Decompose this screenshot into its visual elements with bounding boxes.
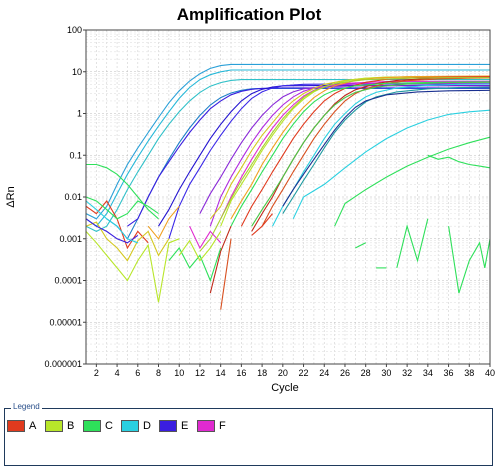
x-tick-label: 36 bbox=[444, 368, 454, 378]
y-tick-label: 10 bbox=[72, 67, 82, 77]
y-tick-label: 0.1 bbox=[69, 150, 82, 160]
x-axis-ticks: 2 4 6 8 10 12 14 16 18 20 22 24 26 28 30 32 34 36 38 40 bbox=[94, 364, 495, 378]
amplification-chart: Amplification Plot 100 10 1 0.1 0.01 0.001 0.0… bbox=[5, 5, 495, 394]
x-tick-label: 12 bbox=[195, 368, 205, 378]
series-line bbox=[199, 77, 490, 252]
series-line bbox=[85, 196, 159, 220]
series-line bbox=[355, 242, 366, 249]
y-tick-label: 0.0001 bbox=[54, 276, 82, 286]
legend-item-d[interactable]: D bbox=[121, 420, 159, 432]
series-line bbox=[147, 205, 180, 240]
x-tick-label: 2 bbox=[94, 368, 99, 378]
series-line bbox=[396, 218, 429, 269]
legend-item-e[interactable]: E bbox=[159, 420, 197, 432]
x-tick-label: 24 bbox=[319, 368, 329, 378]
series-line bbox=[85, 218, 139, 244]
x-tick-label: 22 bbox=[299, 368, 309, 378]
x-tick-label: 40 bbox=[485, 368, 495, 378]
series-line bbox=[251, 213, 273, 236]
x-tick-label: 32 bbox=[402, 368, 412, 378]
legend-swatch bbox=[7, 420, 25, 432]
series-line bbox=[168, 247, 222, 283]
series-line bbox=[251, 81, 491, 227]
y-axis-ticks: 100 10 1 0.1 0.01 0.001 0.0001 0.00001 0.000001 bbox=[44, 25, 86, 369]
series-line bbox=[292, 109, 491, 220]
series-line bbox=[209, 82, 490, 227]
legend-label: A bbox=[29, 420, 37, 432]
legend-label: F bbox=[219, 420, 226, 432]
x-tick-label: 16 bbox=[236, 368, 246, 378]
series-line bbox=[220, 238, 232, 310]
y-tick-label: 0.000001 bbox=[44, 359, 82, 369]
grid bbox=[85, 30, 491, 365]
legend-item-b[interactable]: B bbox=[45, 420, 83, 432]
legend-swatch bbox=[159, 420, 177, 432]
series-line bbox=[86, 163, 159, 220]
x-tick-label: 10 bbox=[174, 368, 184, 378]
x-tick-label: 30 bbox=[381, 368, 391, 378]
legend-items: A B C D E F bbox=[7, 420, 235, 432]
series-line bbox=[334, 136, 491, 227]
legend-item-a[interactable]: A bbox=[7, 420, 45, 432]
series-line bbox=[230, 75, 491, 220]
x-tick-label: 20 bbox=[278, 368, 288, 378]
legend-label: C bbox=[105, 420, 113, 432]
x-tick-label: 8 bbox=[156, 368, 161, 378]
y-tick-label: 0.001 bbox=[59, 234, 82, 244]
legend-title: Legend bbox=[11, 402, 42, 411]
series-line bbox=[85, 231, 180, 303]
y-tick-label: 0.01 bbox=[64, 192, 82, 202]
series-line bbox=[282, 86, 491, 214]
series-line bbox=[85, 79, 490, 233]
series-layer bbox=[85, 63, 491, 310]
x-tick-label: 38 bbox=[464, 368, 474, 378]
x-tick-label: 4 bbox=[115, 368, 120, 378]
series-line bbox=[85, 63, 490, 220]
series-line bbox=[261, 77, 491, 227]
x-tick-label: 6 bbox=[135, 368, 140, 378]
series-line bbox=[168, 83, 490, 239]
x-tick-label: 34 bbox=[423, 368, 433, 378]
legend: Legend A B C D E F bbox=[4, 402, 493, 466]
chart-title: Amplification Plot bbox=[177, 5, 322, 24]
legend-label: B bbox=[67, 420, 75, 432]
legend-label: D bbox=[143, 420, 151, 432]
series-line bbox=[251, 76, 491, 232]
legend-item-c[interactable]: C bbox=[83, 420, 121, 432]
series-line bbox=[189, 225, 222, 250]
legend-swatch bbox=[45, 420, 63, 432]
y-tick-label: 100 bbox=[67, 25, 82, 35]
series-line bbox=[448, 226, 491, 294]
series-line bbox=[220, 80, 490, 220]
series-line bbox=[282, 89, 491, 207]
y-axis-label: ΔRn bbox=[5, 186, 17, 207]
series-line bbox=[85, 200, 138, 244]
y-tick-label: 1 bbox=[77, 109, 82, 119]
y-tick-label: 0.00001 bbox=[49, 317, 82, 327]
legend-swatch bbox=[197, 420, 215, 432]
series-line bbox=[85, 69, 490, 227]
legend-item-f[interactable]: F bbox=[197, 420, 235, 432]
x-tick-label: 18 bbox=[257, 368, 267, 378]
series-line bbox=[209, 225, 232, 294]
series-line bbox=[127, 87, 490, 227]
legend-swatch bbox=[121, 420, 139, 432]
series-line bbox=[158, 84, 490, 227]
series-line bbox=[230, 81, 491, 227]
x-axis-label: Cycle bbox=[271, 382, 299, 394]
x-tick-label: 14 bbox=[216, 368, 226, 378]
x-tick-label: 26 bbox=[340, 368, 350, 378]
legend-label: E bbox=[181, 420, 189, 432]
legend-swatch bbox=[83, 420, 101, 432]
series-line bbox=[427, 154, 491, 169]
series-line bbox=[178, 231, 222, 262]
x-tick-label: 28 bbox=[361, 368, 371, 378]
